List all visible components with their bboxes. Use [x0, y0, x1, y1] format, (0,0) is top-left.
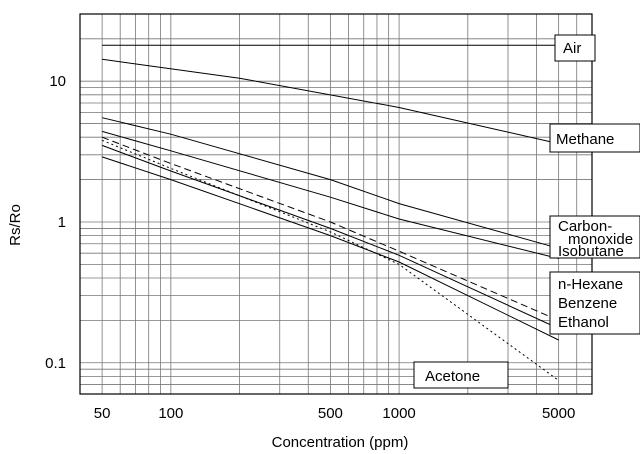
series-line-benzene: [101, 144, 559, 329]
x-tick-label: 1000: [382, 405, 415, 422]
x-axis-label: Concentration (ppm): [272, 434, 409, 451]
plot-border: [79, 13, 593, 395]
x-tick-label: 500: [318, 405, 343, 422]
y-tick-label: 1: [58, 214, 66, 231]
grid-lines: [79, 13, 593, 395]
series-line-isobutane: [101, 130, 559, 259]
series-line-carbon-monoxide: [101, 117, 559, 249]
label-box-air: [554, 34, 596, 62]
y-tick-label: 10: [49, 73, 66, 90]
series-label-hexane: n-Hexane: [558, 276, 623, 293]
y-tick-label: 0.1: [45, 355, 66, 372]
label-box-carbon: [549, 215, 640, 259]
series-label-methane: Methane: [556, 131, 614, 148]
series-label-carbon: Carbon-: [558, 218, 612, 235]
tick-labels: 50 100 500 1000 5000 0.1 1 10: [45, 73, 575, 422]
series-label-carbon: Isobutane: [558, 243, 624, 260]
series-label-acetone: Acetone: [425, 368, 480, 385]
series-line-methane: [102, 58, 559, 145]
series-line-n-hexane: [101, 136, 559, 321]
label-box-methane: [549, 123, 640, 153]
series-label-hexane: Ethanol: [558, 314, 609, 331]
series-line-acetone: [101, 139, 559, 381]
x-tick-label: 100: [158, 405, 183, 422]
x-tick-label: 50: [94, 405, 111, 422]
label-box-acetone: [413, 361, 509, 389]
x-tick-label: 5000: [542, 405, 575, 422]
series-label-carbon: monoxide: [568, 231, 633, 248]
label-box-hexane: [549, 271, 640, 335]
series-label-air: Air: [563, 40, 581, 57]
plot-frame: [79, 13, 593, 395]
y-axis-label: Rs/Ro: [7, 204, 24, 246]
series-line-ethanol: [101, 156, 559, 341]
series-layer: [101, 44, 559, 381]
series-label-hexane: Benzene: [558, 295, 617, 312]
